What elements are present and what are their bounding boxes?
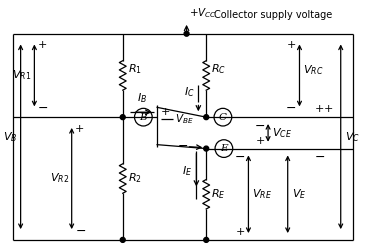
Text: $-$: $-$	[285, 101, 296, 114]
Text: +: +	[256, 136, 265, 146]
Circle shape	[204, 115, 209, 120]
Text: $V_{R1}$: $V_{R1}$	[12, 69, 31, 82]
Text: $R_E$: $R_E$	[211, 187, 226, 201]
Text: C: C	[219, 113, 227, 122]
Text: $V_{R2}$: $V_{R2}$	[50, 172, 69, 185]
Text: B: B	[139, 113, 147, 122]
Text: $I_B$: $I_B$	[137, 91, 147, 105]
Text: $V_{RE}$: $V_{RE}$	[252, 187, 272, 201]
Text: $+V_{CC}$: $+V_{CC}$	[189, 6, 216, 20]
Text: Collector supply voltage: Collector supply voltage	[214, 10, 332, 20]
Text: $R_2$: $R_2$	[128, 172, 142, 185]
Text: $-$: $-$	[314, 150, 325, 163]
Text: $R_1$: $R_1$	[128, 63, 142, 76]
Text: +: +	[314, 104, 324, 114]
Text: $V_C$: $V_C$	[345, 130, 360, 144]
Text: +: +	[37, 41, 47, 50]
Circle shape	[204, 146, 209, 151]
Text: +: +	[160, 107, 170, 117]
Text: $R_C$: $R_C$	[211, 63, 226, 76]
Text: $-$: $-$	[254, 118, 265, 132]
Circle shape	[120, 115, 125, 120]
Text: $I_C$: $I_C$	[184, 85, 195, 99]
Text: +: +	[287, 41, 296, 50]
Text: +: +	[236, 227, 246, 237]
Text: $V_{BE}$: $V_{BE}$	[175, 112, 193, 126]
Circle shape	[120, 237, 125, 242]
Circle shape	[204, 237, 209, 242]
Text: +: +	[74, 124, 84, 134]
Text: $-$: $-$	[177, 139, 188, 152]
Text: $V_{RC}$: $V_{RC}$	[303, 64, 324, 77]
Text: $V_E$: $V_E$	[292, 187, 306, 201]
Text: $-$: $-$	[37, 101, 49, 114]
Text: $I_E$: $I_E$	[182, 165, 192, 178]
Text: $-$: $-$	[234, 150, 246, 163]
Text: +: +	[324, 104, 334, 114]
Text: $V_{CE}$: $V_{CE}$	[272, 126, 292, 140]
Circle shape	[184, 31, 189, 36]
Text: $-$: $-$	[74, 224, 86, 237]
Text: E: E	[220, 144, 228, 153]
Text: $V_B$: $V_B$	[3, 130, 18, 144]
